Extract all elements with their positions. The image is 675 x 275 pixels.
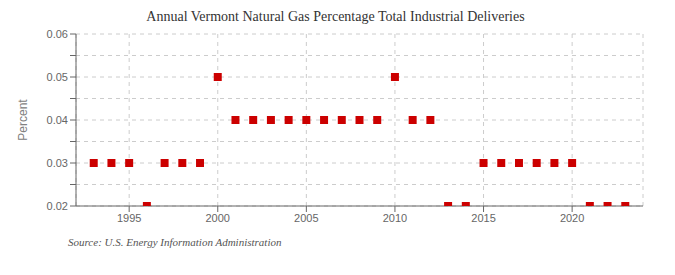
svg-text:0.06: 0.06 [47,28,68,40]
svg-text:2005: 2005 [294,212,318,224]
svg-text:1995: 1995 [117,212,141,224]
html-text:Source: U.S. Energy Informatio: Source: U.S. Energy Information Administ… [68,236,282,248]
svg-text:0.02: 0.02 [47,200,68,212]
svg-text:0.05: 0.05 [47,71,68,83]
svg-text:2000: 2000 [206,212,230,224]
svg-text:2010: 2010 [383,212,407,224]
html-text:Annual Vermont Natural Gas Per: Annual Vermont Natural Gas Percentage To… [146,9,525,24]
svg-text:2020: 2020 [560,212,584,224]
svg-text:0.03: 0.03 [47,157,68,169]
svg-text:0.04: 0.04 [47,114,68,126]
svg-text:2015: 2015 [471,212,495,224]
svg-text:Percent: Percent [16,99,30,141]
